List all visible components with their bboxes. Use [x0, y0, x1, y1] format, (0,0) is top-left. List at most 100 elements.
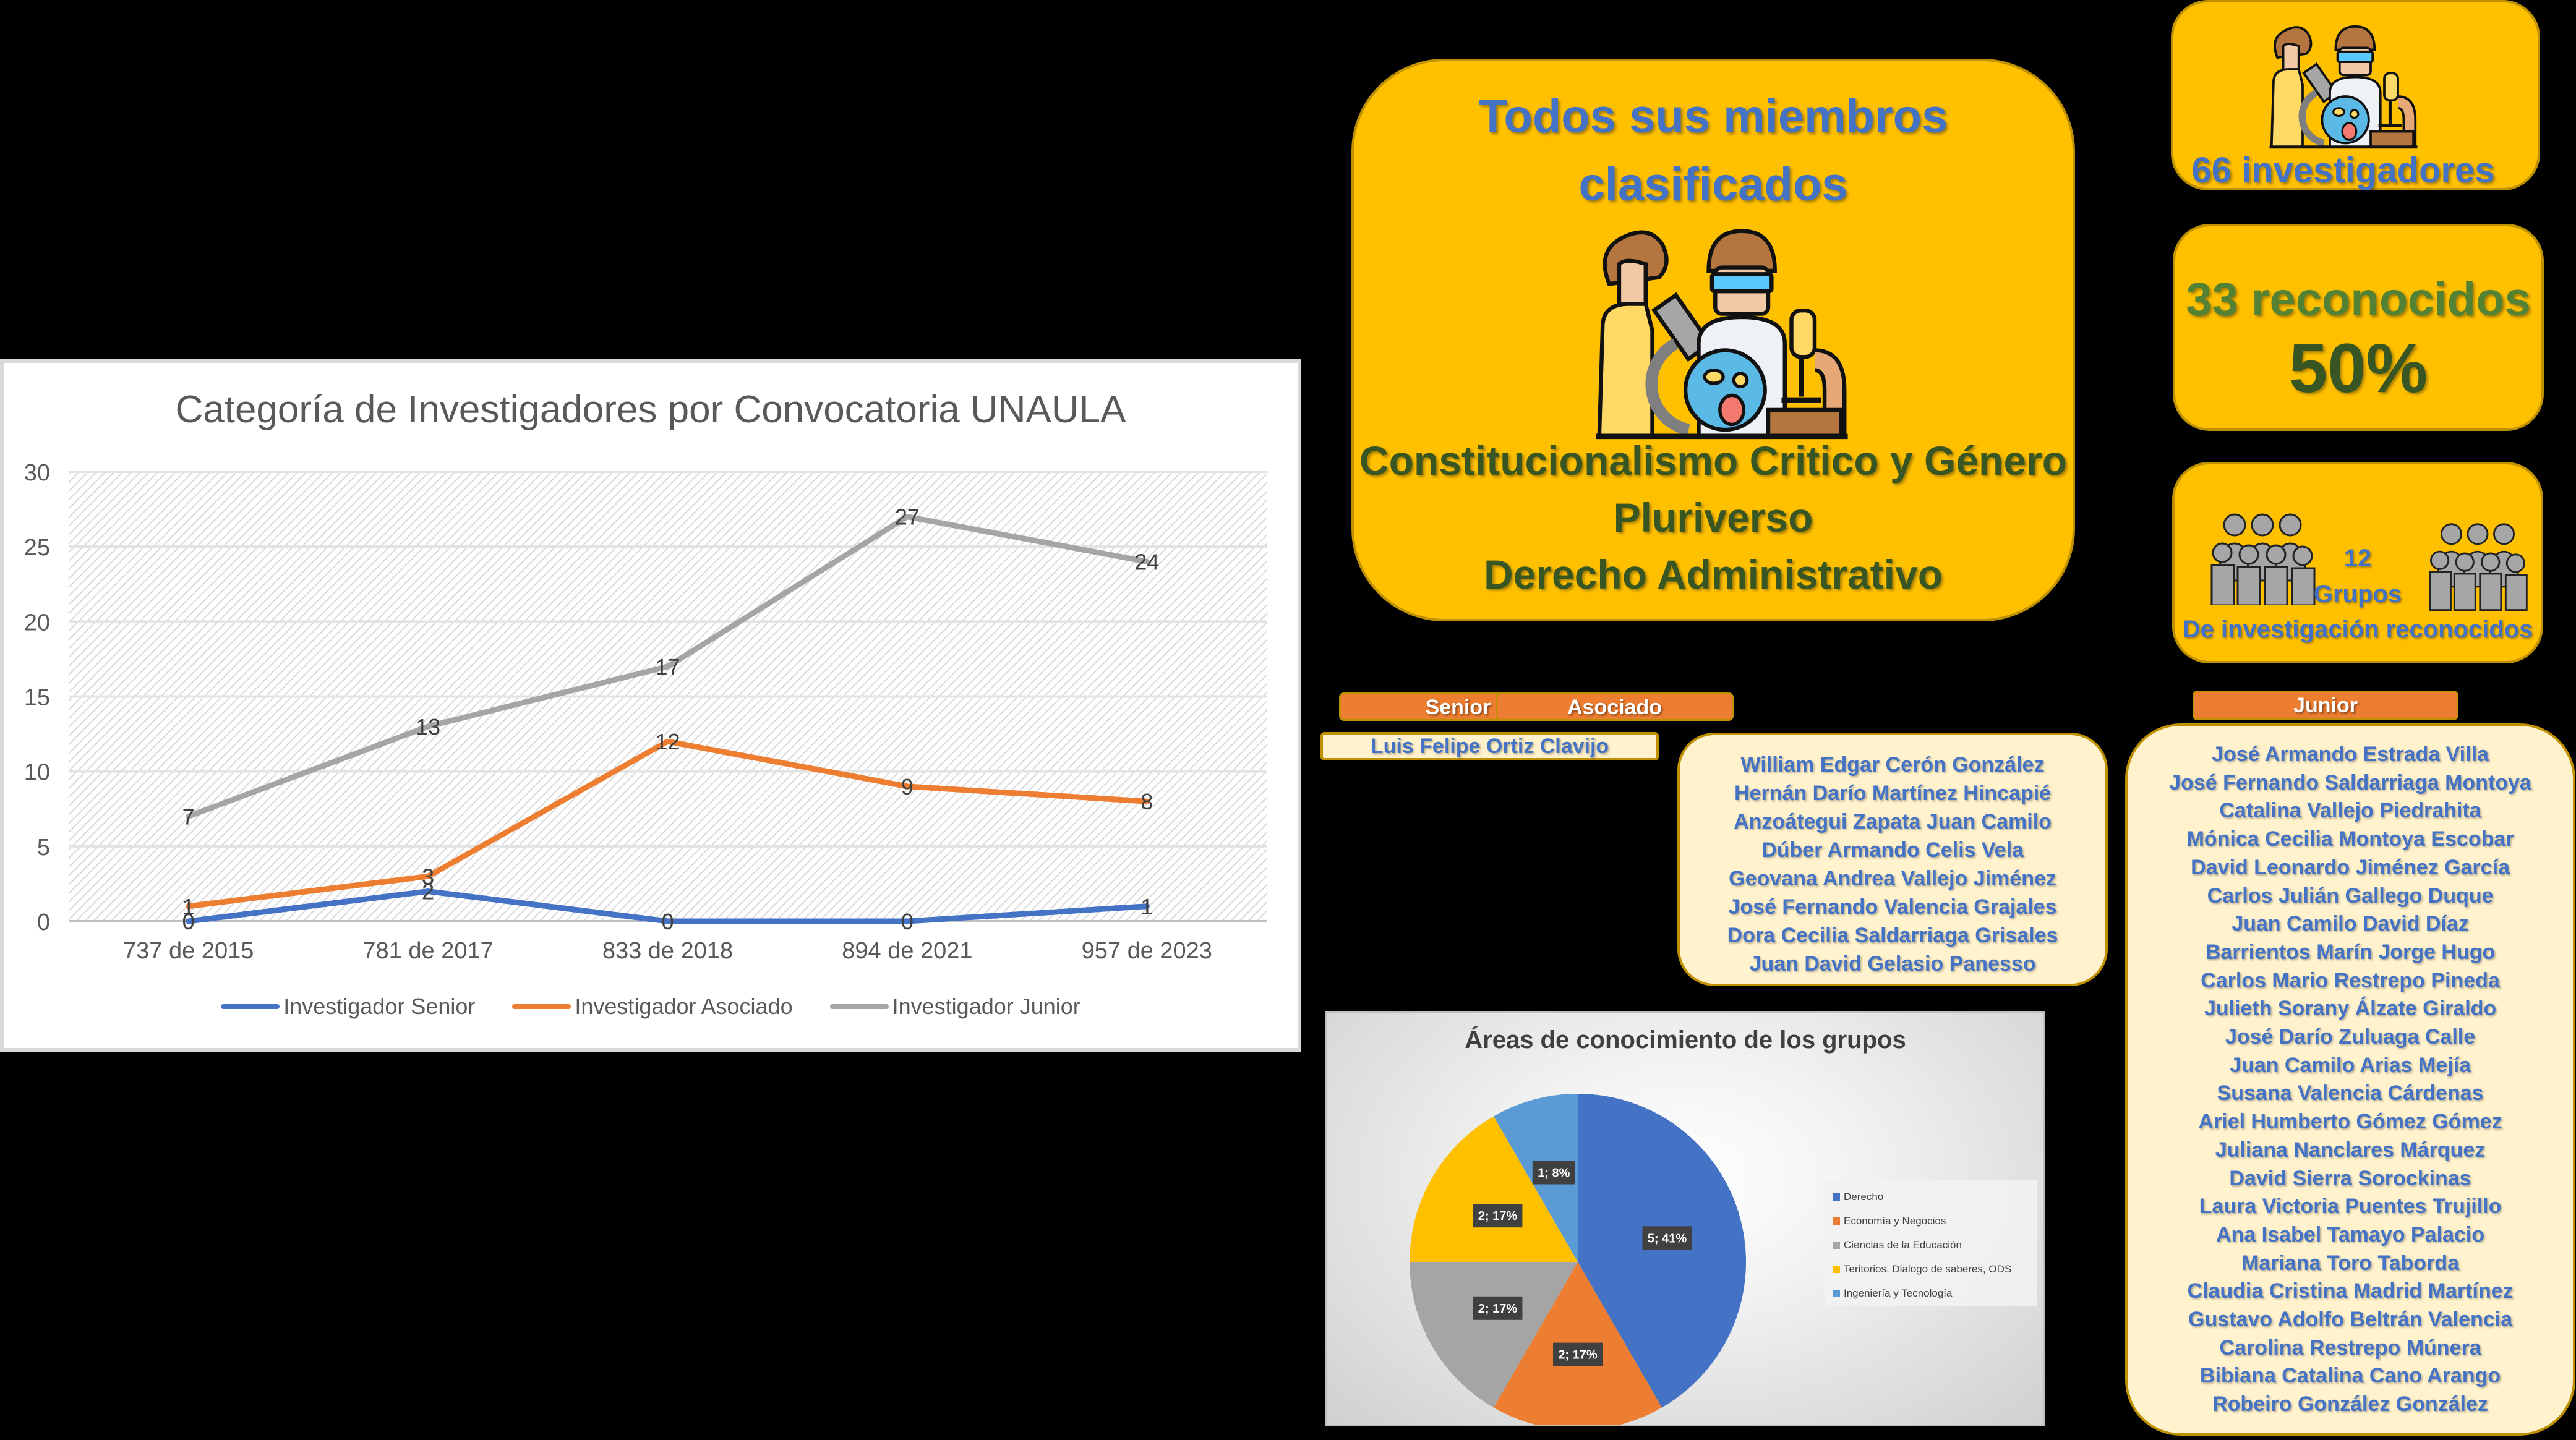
researcher-name: Anzoátegui Zapata Juan Camilo [1734, 810, 2052, 833]
data-label: 12 [655, 729, 680, 754]
x-tick-label: 737 de 2015 [123, 938, 254, 964]
researcher-name: Julieth Sorany Álzate Giraldo [2204, 997, 2497, 1021]
recognized-count: 33 reconocidos [2186, 273, 2531, 326]
junior-names-box: José Armando Estrada Villa José Fernando … [2125, 723, 2575, 1436]
pie-data-label-bg [1473, 1296, 1523, 1320]
legend-label: Investigador Senior [283, 994, 476, 1019]
researcher-name: Juliana Nanclares Márquez [2215, 1138, 2486, 1162]
researcher-name: Ariel Humberto Gómez Gómez [2198, 1110, 2502, 1134]
series-line [186, 888, 1150, 924]
line-chart-legend: Investigador Senior Investigador Asociad… [4, 994, 1298, 1020]
legend-item-educacion: Ciencias de la Educación [1833, 1233, 2030, 1257]
legend-swatch [1833, 1217, 1840, 1225]
legend-swatch [1833, 1289, 1840, 1297]
researcher-name: Barrientos Marín Jorge Hugo [2205, 940, 2496, 964]
legend-item-ingenieria: Ingeniería y Tecnología [1833, 1281, 2030, 1305]
recognized-percentage: 50% [2288, 330, 2428, 407]
data-label: 1 [1140, 894, 1153, 919]
legend-label: Investigador Asociado [575, 994, 793, 1019]
data-label: 2 [422, 879, 434, 905]
data-label: 9 [901, 774, 914, 799]
researcher-name: Carlos Julián Gallego Duque [2207, 884, 2494, 908]
researcher-name: José Fernando Valencia Grajales [1728, 895, 2057, 919]
data-label: 0 [182, 909, 195, 934]
legend-item-territorios: Teritorios, Dialogo de saberes, ODS [1833, 1257, 2030, 1281]
researcher-name: Juan David Gelasio Panesso [1749, 952, 2036, 976]
x-tick-label: 957 de 2023 [1082, 938, 1212, 964]
line-chart-title: Categoría de Investigadores por Convocat… [175, 388, 1126, 431]
recognized-card: 33 reconocidos 50% [2173, 224, 2544, 431]
legend-swatch-gray [829, 1004, 889, 1009]
pie-chart-title: Áreas de conocimiento de los grupos [1465, 1026, 1906, 1054]
researcher-name: David Leonardo Jiménez García [2191, 855, 2510, 879]
y-tick-label: 25 [24, 535, 50, 561]
line-chart-researcher-categories: Categoría de Investigadores por Convocat… [0, 359, 1301, 1052]
legend-swatch [1833, 1241, 1840, 1249]
legend-swatch [1833, 1265, 1840, 1273]
group-name: Pluriverso [1613, 495, 1813, 540]
researcher-name: William Edgar Cerón González [1740, 753, 2045, 777]
data-label: 0 [661, 909, 674, 934]
pie-data-label-bg [1642, 1226, 1692, 1250]
data-label: 3 [422, 864, 434, 889]
y-tick-label: 15 [24, 685, 50, 711]
researcher-name: Catalina Vallejo Piedrahita [2219, 799, 2481, 823]
researchers-count-card: 66 investigadores [2171, 0, 2540, 190]
pie-data-label: 2; 17% [1558, 1348, 1598, 1362]
legend-label: Derecho [1844, 1190, 1884, 1203]
researcher-name: Bibiana Catalina Cano Arango [2199, 1364, 2501, 1388]
researcher-name: Claudia Cristina Madrid Martínez [2187, 1279, 2514, 1303]
researcher-name: Mariana Toro Taborda [2241, 1251, 2459, 1275]
y-tick-label: 30 [24, 460, 50, 486]
y-tick-label: 20 [24, 610, 50, 636]
pie-slice [1578, 1094, 1746, 1408]
researcher-name: Dora Cecilia Saldarriaga Grisales [1727, 924, 2058, 947]
researchers-count-label: 66 investigadores [2191, 150, 2495, 190]
pie-data-label-bg [1473, 1204, 1523, 1228]
x-tick-label: 894 de 2021 [842, 938, 972, 964]
legend-label: Ingeniería y Tecnología [1844, 1287, 1953, 1299]
pie-data-label: 2; 17% [1478, 1209, 1518, 1223]
researcher-name: David Sierra Sorockinas [2229, 1166, 2471, 1190]
researcher-name: Juan Camilo David Díaz [2232, 912, 2469, 936]
junior-header: Junior [2193, 691, 2458, 720]
scientists-icon [1583, 210, 1861, 445]
legend-label: Ciencias de la Educación [1844, 1238, 1962, 1251]
researcher-name: Carolina Restrepo Múnera [2219, 1336, 2481, 1360]
researcher-name: Geovana Andrea Vallejo Jiménez [1729, 867, 2056, 890]
researcher-name: Ana Isabel Tamayo Palacio [2216, 1222, 2484, 1246]
groups-label: Grupos [2313, 581, 2402, 608]
researcher-name: José Armando Estrada Villa [2212, 743, 2489, 766]
data-label: 24 [1134, 549, 1159, 574]
senior-names-box: Luis Felipe Ortiz Clavijo [1320, 732, 1659, 760]
x-tick-label: 781 de 2017 [362, 938, 493, 964]
data-label: 7 [182, 804, 195, 829]
legend-item-senior: Investigador Senior [221, 994, 475, 1020]
data-label: 0 [901, 909, 914, 934]
legend-label: Investigador Junior [892, 994, 1080, 1019]
legend-label: Economía y Negocios [1844, 1214, 1946, 1227]
researcher-name: Susana Valencia Cárdenas [2217, 1081, 2484, 1106]
pie-data-label: 5; 41% [1648, 1232, 1687, 1245]
pie-data-label-bg [1553, 1342, 1603, 1366]
asociado-header: Asociado [1496, 692, 1734, 721]
asociado-names-box: William Edgar Cerón González Hernán Darío… [1677, 733, 2108, 986]
researcher-name: José Fernando Saldarriaga Montoya [2169, 770, 2531, 795]
researcher-name: Hernán Darío Martínez Hincapié [1734, 782, 2051, 805]
researcher-name: Dúber Armando Celis Vela [1761, 838, 2024, 862]
members-heading-line2: clasificados [1578, 158, 1848, 211]
researcher-name: José Darío Zuluaga Calle [2225, 1025, 2476, 1049]
data-label: 8 [1140, 789, 1153, 814]
groups-card: 12 Grupos De investigación reconocidos [2172, 462, 2543, 663]
pie-data-label: 2; 17% [1478, 1302, 1518, 1316]
data-label: 13 [416, 714, 440, 739]
y-tick-label: 0 [37, 910, 50, 935]
legend-swatch-blue [221, 1004, 280, 1009]
legend-item-derecho: Derecho [1833, 1185, 2030, 1209]
group-name: Constitucionalismo Critico y Género [1359, 438, 2068, 484]
pie-slice [1410, 1262, 1578, 1408]
pie-chart-legend: Derecho Economía y Negocios Ciencias de … [1825, 1180, 2037, 1306]
pie-chart-plot: 5; 41% 2; 17% 2; 17% 2; 17% 1; 8% [1410, 1094, 1746, 1425]
data-label: 17 [655, 654, 680, 680]
